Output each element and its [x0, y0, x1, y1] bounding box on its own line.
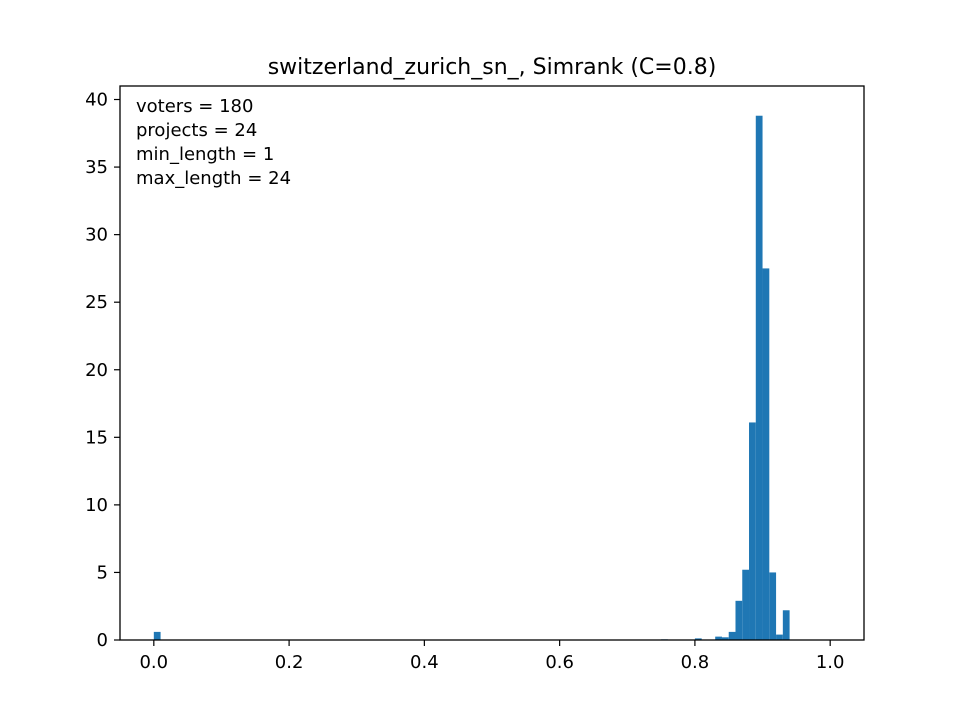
x-tick-label: 0.2 — [275, 652, 304, 673]
histogram-bar — [721, 637, 729, 640]
histogram-bar — [735, 600, 743, 640]
chart-title: switzerland_zurich_sn_, Simrank (C=0.8) — [268, 55, 717, 80]
y-tick-label: 15 — [85, 427, 108, 448]
y-tick-label: 30 — [85, 225, 108, 246]
annotation-max-length: max_length = 24 — [136, 168, 291, 189]
annotation-projects: projects = 24 — [136, 120, 257, 141]
x-axis-ticks: 0.0 0.2 0.4 0.6 0.8 1.0 — [139, 640, 845, 673]
histogram-bar — [769, 572, 777, 640]
x-tick-label: 0.8 — [681, 652, 710, 673]
y-axis-ticks: 0 5 10 15 20 25 30 35 40 — [85, 90, 120, 651]
histogram-bar — [694, 638, 702, 640]
y-tick-label: 35 — [85, 157, 108, 178]
histogram-bar — [728, 631, 736, 640]
y-tick-label: 25 — [85, 292, 108, 313]
histogram-bar — [782, 610, 790, 640]
plot-frame — [119, 85, 865, 641]
x-tick-label: 0.0 — [139, 652, 168, 673]
x-tick-label: 1.0 — [816, 652, 845, 673]
annotation-min-length: min_length = 1 — [136, 144, 274, 165]
stats-annotation: voters = 180 projects = 24 min_length = … — [136, 96, 291, 189]
histogram-bar — [153, 631, 161, 640]
y-tick-label: 10 — [85, 495, 108, 516]
histogram-bar — [762, 268, 770, 640]
y-tick-label: 20 — [85, 360, 108, 381]
x-tick-label: 0.6 — [545, 652, 574, 673]
histogram-bar — [755, 115, 763, 641]
y-tick-label: 5 — [97, 562, 108, 583]
annotation-voters: voters = 180 — [136, 96, 253, 117]
histogram-bar — [776, 634, 783, 640]
histogram-bar — [715, 636, 722, 640]
y-tick-label: 40 — [85, 90, 108, 111]
histogram-bar — [742, 569, 750, 640]
x-tick-label: 0.4 — [410, 652, 439, 673]
bars-group — [153, 115, 790, 641]
histogram-bar — [749, 422, 756, 640]
y-tick-label: 0 — [97, 630, 108, 651]
